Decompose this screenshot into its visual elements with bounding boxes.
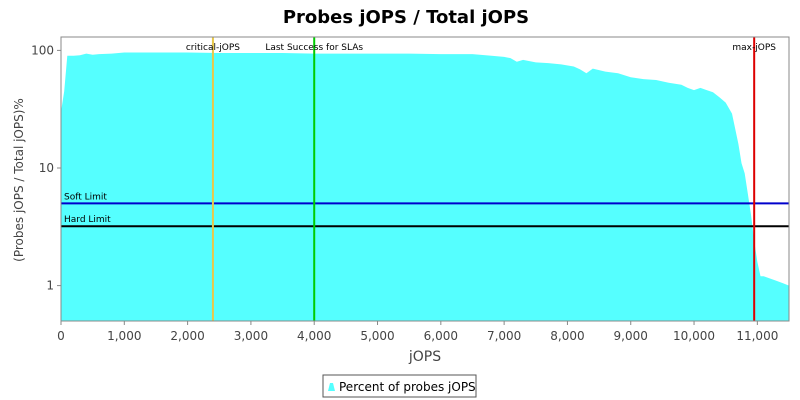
y-tick-label: 10 (39, 161, 54, 175)
limit-layer: Soft Limit Hard Limit (61, 192, 789, 228)
x-tick-label: 7,000 (487, 329, 521, 343)
x-tick-label: 0 (57, 329, 65, 343)
plot-area: Soft Limit Hard Limit critical-jOPS Last S… (60, 36, 790, 322)
x-tick-label: 6,000 (424, 329, 458, 343)
x-tick-label: 4,000 (297, 329, 331, 343)
chart-title: Probes jOPS / Total jOPS (283, 7, 529, 28)
x-tick-label: 10,000 (673, 329, 715, 343)
x-tick-label: 11,000 (736, 329, 778, 343)
legend: Percent of probes jOPS (322, 374, 477, 398)
x-axis-title: jOPS (408, 349, 441, 365)
y-tick-label: 100 (31, 43, 54, 57)
limit-label-1: Hard Limit (64, 215, 111, 225)
x-tick-label: 2,000 (170, 329, 204, 343)
marker-layer: critical-jOPS Last Success for SLAs max-jO… (186, 37, 776, 321)
series-area-0 (61, 52, 789, 321)
x-tick-label: 8,000 (550, 329, 584, 343)
x-axis: 0 1,000 2,000 3,000 4,000 5,000 6,000 7,000 8,00… (57, 321, 778, 343)
legend-swatch-icon (328, 383, 335, 391)
marker-label-1: Last Success for SLAs (265, 43, 363, 53)
x-tick-label: 3,000 (234, 329, 268, 343)
y-axis: 1 10 100 (31, 43, 61, 293)
plot-frame (60, 36, 790, 322)
limit-label-0: Soft Limit (64, 192, 107, 202)
x-tick-label: 1,000 (107, 329, 141, 343)
legend-label: Percent of probes jOPS (339, 380, 476, 394)
marker-label-2: max-jOPS (732, 43, 776, 53)
x-tick-label: 5,000 (360, 329, 394, 343)
y-axis-title: (Probes jOPS / Total jOPS)% (12, 98, 26, 262)
y-tick-label: 1 (46, 279, 54, 293)
x-tick-label: 9,000 (614, 329, 648, 343)
legend-box (322, 374, 477, 398)
area-layer (61, 52, 789, 321)
marker-label-0: critical-jOPS (186, 43, 240, 53)
